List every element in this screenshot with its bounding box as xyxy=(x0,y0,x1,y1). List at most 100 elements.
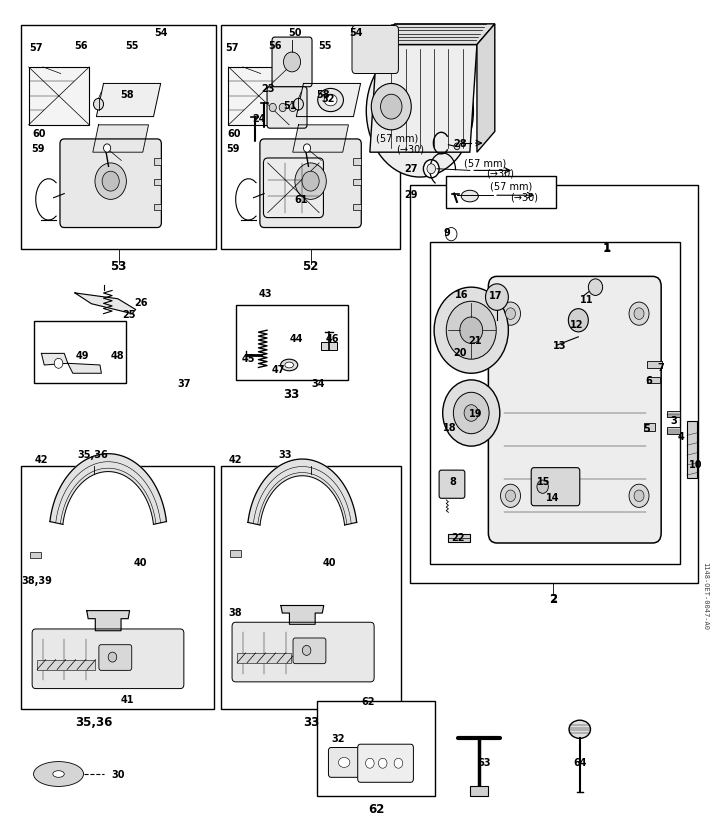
Circle shape xyxy=(54,359,63,369)
Text: 42: 42 xyxy=(229,454,242,464)
Circle shape xyxy=(95,164,126,200)
Circle shape xyxy=(568,309,588,332)
Text: 56: 56 xyxy=(268,41,281,51)
FancyBboxPatch shape xyxy=(293,638,326,664)
FancyBboxPatch shape xyxy=(352,26,398,74)
Circle shape xyxy=(501,303,521,326)
Text: (→30): (→30) xyxy=(510,192,538,202)
Circle shape xyxy=(423,160,439,179)
Text: 32: 32 xyxy=(322,94,335,104)
FancyBboxPatch shape xyxy=(358,744,413,782)
FancyBboxPatch shape xyxy=(32,629,184,689)
Circle shape xyxy=(486,284,508,311)
Text: 61: 61 xyxy=(295,195,308,205)
Ellipse shape xyxy=(318,89,343,112)
Text: 26: 26 xyxy=(134,298,147,308)
Text: 57: 57 xyxy=(29,43,42,53)
Text: 38: 38 xyxy=(228,607,243,617)
Text: 45: 45 xyxy=(242,353,255,363)
Text: 60: 60 xyxy=(33,129,46,139)
Text: 37: 37 xyxy=(178,379,191,389)
Polygon shape xyxy=(248,460,357,525)
Circle shape xyxy=(366,758,374,768)
Text: 10: 10 xyxy=(689,460,702,470)
Text: 48: 48 xyxy=(111,351,125,361)
Bar xyxy=(154,204,161,211)
Text: 1148-OET-0047-A0: 1148-OET-0047-A0 xyxy=(703,562,708,629)
Circle shape xyxy=(378,758,387,768)
Circle shape xyxy=(443,380,500,447)
Polygon shape xyxy=(281,606,323,624)
Text: 59: 59 xyxy=(226,144,239,154)
Ellipse shape xyxy=(51,771,66,777)
Bar xyxy=(236,306,348,380)
Circle shape xyxy=(506,308,516,320)
Polygon shape xyxy=(370,45,477,153)
Circle shape xyxy=(302,646,311,656)
Text: 3: 3 xyxy=(670,415,678,425)
Text: 20: 20 xyxy=(453,347,466,357)
Bar xyxy=(470,786,488,796)
Text: 62: 62 xyxy=(362,696,375,706)
Circle shape xyxy=(629,485,649,508)
Polygon shape xyxy=(87,611,130,631)
Ellipse shape xyxy=(569,720,590,739)
Bar xyxy=(667,428,680,434)
Text: 17: 17 xyxy=(489,291,502,301)
Text: 40: 40 xyxy=(323,557,336,567)
Circle shape xyxy=(453,393,489,434)
Circle shape xyxy=(302,172,319,192)
Text: 2: 2 xyxy=(549,592,558,605)
Bar xyxy=(37,660,95,670)
Bar xyxy=(154,179,161,186)
Ellipse shape xyxy=(34,762,84,786)
Text: 16: 16 xyxy=(456,289,468,299)
Text: 30: 30 xyxy=(111,769,124,779)
Circle shape xyxy=(293,99,303,111)
Text: 44: 44 xyxy=(290,334,303,344)
Bar xyxy=(446,177,556,208)
Polygon shape xyxy=(75,294,136,314)
Text: 33: 33 xyxy=(303,715,319,729)
Text: 56: 56 xyxy=(74,41,87,51)
Bar xyxy=(667,411,680,418)
Bar xyxy=(237,653,291,663)
Bar xyxy=(647,378,660,384)
Text: 46: 46 xyxy=(326,334,339,344)
Circle shape xyxy=(279,104,286,112)
Bar xyxy=(430,243,680,564)
Text: 28: 28 xyxy=(453,139,468,149)
Text: 54: 54 xyxy=(349,28,362,38)
Text: 58: 58 xyxy=(120,90,134,100)
Bar xyxy=(317,701,435,796)
Circle shape xyxy=(283,53,301,73)
Text: 64: 64 xyxy=(573,758,586,767)
Circle shape xyxy=(537,480,548,494)
Text: 43: 43 xyxy=(259,289,272,299)
Ellipse shape xyxy=(285,362,293,369)
Text: 54: 54 xyxy=(154,28,167,38)
Text: 1: 1 xyxy=(603,241,611,255)
Bar xyxy=(448,534,470,543)
Text: (→30): (→30) xyxy=(396,144,425,154)
Bar xyxy=(221,26,400,250)
Bar xyxy=(353,204,361,211)
FancyBboxPatch shape xyxy=(260,140,361,228)
Bar xyxy=(29,68,89,126)
Polygon shape xyxy=(377,25,495,45)
Text: 42: 42 xyxy=(35,454,48,464)
Polygon shape xyxy=(296,84,361,117)
Circle shape xyxy=(102,172,119,192)
Text: 38,39: 38,39 xyxy=(21,576,53,586)
Circle shape xyxy=(104,145,111,153)
Circle shape xyxy=(501,485,521,508)
Text: 52: 52 xyxy=(303,260,318,273)
Circle shape xyxy=(269,104,276,112)
Text: 9: 9 xyxy=(443,228,451,238)
Text: 24: 24 xyxy=(253,114,266,124)
Text: (→30): (→30) xyxy=(486,169,514,179)
Text: 34: 34 xyxy=(311,379,324,389)
Polygon shape xyxy=(477,25,495,153)
Ellipse shape xyxy=(45,767,72,781)
Text: 11: 11 xyxy=(580,294,593,304)
